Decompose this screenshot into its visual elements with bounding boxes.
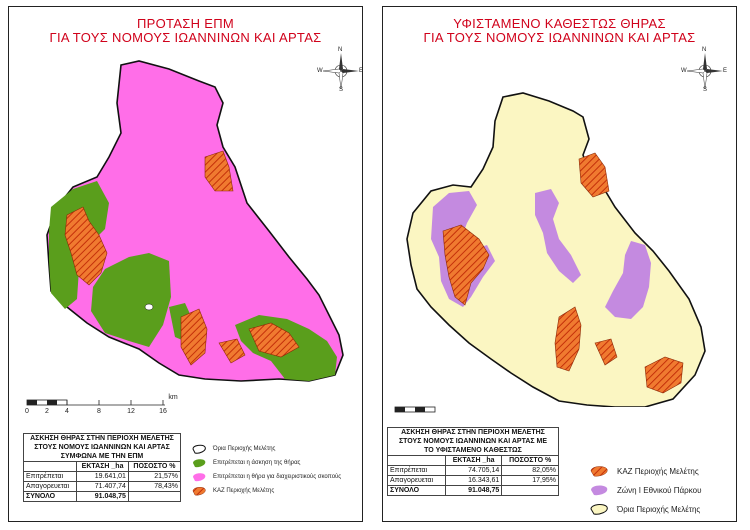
legend-swatch-magenta [193,473,206,482]
right-kaz-area-southeast [644,356,684,394]
table-row: Επιτρέπεται 19.641,01 21,57% [22,471,182,482]
right-row0-pct: 82,05% [501,465,559,476]
legend-label-boundary: Όρια Περιοχής Μελέτης [617,505,701,514]
left-row0-pct: 21,57% [127,471,182,482]
left-kaz-area-north [204,150,234,192]
left-kaz-area-southeast [248,322,300,358]
legend-label-magenta: Επιτρέπεται η θήρα για διαχειριστικούς σ… [213,474,342,480]
right-stats-table: ΑΣΚΗΣΗ ΘΗΡΑΣ ΣΤΗΝ ΠΕΡΙΟΧΗ ΜΕΛΕΤΗΣ ΣΤΟΥΣ … [387,427,559,496]
table-row: ΣΥΝΟΛΟ 91.048,75 [22,491,182,502]
right-row0-area: 74.705,14 [444,465,503,476]
compass-w: W [317,68,323,74]
right-total-label: ΣΥΝΟΛΟ [387,485,446,496]
left-total-area: 91.048,75 [76,491,129,502]
left-row1-pct: 78,43% [127,481,182,492]
scale-tick-12: 12 [127,408,135,415]
legend-swatch-boundary [192,444,206,454]
scale-tick-4: 4 [65,408,69,415]
table-row: Απαγορευεται 16.343,61 17,95% [387,475,559,486]
left-row0-area: 19.641,01 [76,471,129,482]
left-row1-label: Απαγορευεται [22,481,78,492]
legend-label-kaz: ΚΑΖ Περιοχής Μελέτης [213,488,275,494]
left-title-line2: ΓΙΑ ΤΟΥΣ ΝΟΜΟΥΣ ΙΩΑΝΝΙΝΩΝ ΚΑΙ ΑΡΤΑΣ [49,30,322,45]
left-row0-label: Επιτρέπεται [22,471,78,482]
legend-label-park: Ζώνη Ι Εθνικού Πάρκου [617,486,702,495]
legend-label-boundary: Όρια Περιοχής Μελέτης [213,446,276,452]
legend-label-kaz: ΚΑΖ Περιοχής Μελέτης [617,467,699,476]
right-header-empty [387,455,446,466]
legend-swatch-green [193,459,206,468]
compass-e: E [723,68,728,74]
left-title-line1: ΠΡΟΤΑΣΗ ΕΠΜ [136,16,235,31]
left-table-title-1: ΑΣΚΗΣΗ ΘΗΡΑΣ ΣΤΗΝ ΠΕΡΙΟΧΗ ΜΕΛΕΤΗΣ [23,433,181,443]
scale-bar-right [391,401,551,431]
scale-tick-8: 8 [97,408,101,415]
right-row1-label: Απαγορευεται [387,475,446,486]
compass-s: S [339,87,344,93]
table-row: ΣΥΝΟΛΟ 91.048,75 [387,485,559,496]
right-kaz-area-west [442,224,490,306]
legend-swatch-park [591,485,608,496]
left-kaz-area-south2 [218,338,246,364]
compass-w: W [681,68,687,74]
right-kaz-area-south1 [554,306,582,372]
right-map-panel: ΥΦΙΣΤΑΜΕΝΟ ΚΑΘΕΣΤΩΣ ΘΗΡΑΣ ΓΙΑ ΤΟΥΣ ΝΟΜΟΥ… [382,6,737,522]
left-map-panel: ΠΡΟΤΑΣΗ ΕΠΜ ΓΙΑ ΤΟΥΣ ΝΟΜΟΥΣ ΙΩΑΝΝΙΝΩΝ ΚΑ… [8,6,363,522]
right-map-title: ΥΦΙΣΤΑΜΕΝΟ ΚΑΘΕΣΤΩΣ ΘΗΡΑΣ ΓΙΑ ΤΟΥΣ ΝΟΜΟΥ… [383,17,736,45]
legend-swatch-boundary [590,504,608,515]
compass-s: S [703,87,708,93]
table-row: Απαγορευεται 71.407,74 78,43% [22,481,182,492]
left-header-empty [22,461,78,472]
legend-label-green: Επιτρέπεται η άσκηση της θήρας [213,460,301,466]
table-row: Επιτρέπεται 74.705,14 82,05% [387,465,559,476]
scale-tick-0: 0 [25,408,29,415]
right-table-title-3: ΤΟ ΥΦΙΣΤΑΜΕΝΟ ΚΑΘΕΣΤΩΣ [387,446,559,456]
scale-bar-left: 0 2 4 8 12 16 km [23,394,183,424]
right-park-zone-center [535,189,581,283]
scale-tick-16: 16 [159,408,167,415]
left-col-area: ΕΚΤΑΣΗ _ha [76,461,129,472]
scale-unit: km [168,394,178,401]
left-kaz-area-west [64,206,108,286]
right-kaz-area-south2 [594,338,618,366]
right-park-zone-east [605,241,651,319]
left-total-label: ΣΥΝΟΛΟ [22,491,78,502]
right-row1-area: 16.343,61 [444,475,503,486]
right-table-title-1: ΑΣΚΗΣΗ ΘΗΡΑΣ ΣΤΗΝ ΠΕΡΙΟΧΗ ΜΕΛΕΤΗΣ [387,427,559,437]
left-table-title-3: ΣΥΜΦΩΝΑ ΜΕ ΤΗΝ ΕΠΜ [23,452,181,462]
right-col-pct: ΠΟΣΟΣΤΟ % [501,455,559,466]
left-total-empty [127,491,182,502]
right-kaz-area-north [578,152,610,198]
left-col-pct: ΠΟΣΟΣΤΟ % [127,461,182,472]
right-region-map [406,92,706,407]
compass-e: E [359,68,363,74]
left-green-zone-south [91,253,171,347]
right-table-title-2: ΣΤΟΥΣ ΝΟΜΟΥΣ ΙΩΑΝΝΙΝΩΝ ΚΑΙ ΑΡΤΑΣ ΜΕ [387,437,559,446]
left-stats-table: ΑΣΚΗΣΗ ΘΗΡΑΣ ΣΤΗΝ ΠΕΡΙΟΧΗ ΜΕΛΕΤΗΣ ΣΤΟΥΣ … [22,433,182,502]
compass-rose-right: N S W E [681,47,728,93]
left-kaz-area-south1 [180,308,208,366]
compass-rose-left: N S W E [317,47,363,93]
left-region-map [46,60,344,382]
left-table-title-2: ΣΤΟΥΣ ΝΟΜΟΥΣ ΙΩΑΝΝΙΝΩΝ ΚΑΙ ΑΡΤΑΣ [23,443,181,452]
right-total-area: 91.048,75 [444,485,503,496]
compass-n: N [702,47,707,53]
left-row1-area: 71.407,74 [76,481,129,492]
compass-icon [686,53,723,90]
right-row1-pct: 17,95% [501,475,559,486]
right-row0-label: Επιτρέπεται [387,465,446,476]
legend-swatch-kaz [192,487,206,496]
right-col-area: ΕΚΤΑΣΗ _ha [444,455,503,466]
legend-swatch-kaz [590,466,608,477]
right-total-empty [501,485,559,496]
right-title-line1: ΥΦΙΣΤΑΜΕΝΟ ΚΑΘΕΣΤΩΣ ΘΗΡΑΣ [453,16,666,31]
left-white-spot [144,303,154,311]
right-title-line2: ΓΙΑ ΤΟΥΣ ΝΟΜΟΥΣ ΙΩΑΝΝΙΝΩΝ ΚΑΙ ΑΡΤΑΣ [423,30,696,45]
left-map-title: ΠΡΟΤΑΣΗ ΕΠΜ ΓΙΑ ΤΟΥΣ ΝΟΜΟΥΣ ΙΩΑΝΝΙΝΩΝ ΚΑ… [9,17,362,45]
scale-tick-2: 2 [45,408,49,415]
compass-n: N [338,47,343,53]
compass-icon [322,53,359,90]
